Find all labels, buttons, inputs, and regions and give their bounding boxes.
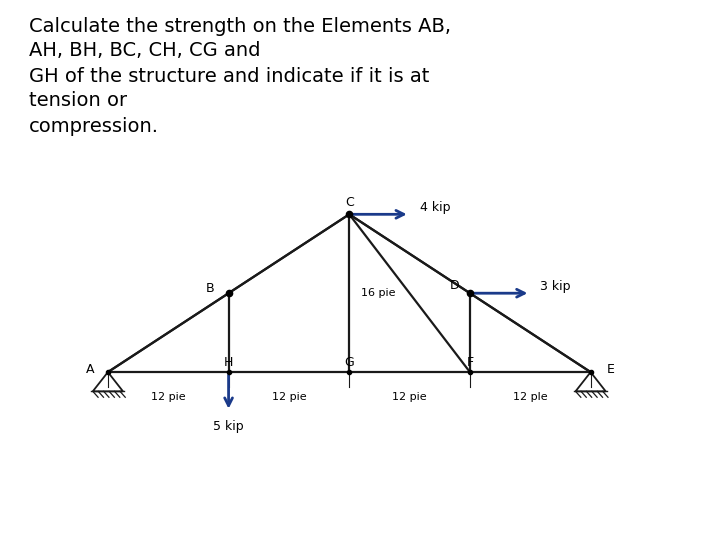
Text: 4 kip: 4 kip [420, 201, 450, 214]
Text: B: B [206, 282, 215, 295]
Text: 12 pie: 12 pie [392, 392, 427, 402]
Text: 12 pie: 12 pie [151, 392, 186, 402]
Text: Calculate the strength on the Elements AB,
AH, BH, BC, CH, CG and
GH of the stru: Calculate the strength on the Elements A… [29, 16, 451, 135]
Text: G: G [344, 356, 354, 369]
Text: 12 pie: 12 pie [271, 392, 306, 402]
Text: 3 kip: 3 kip [540, 280, 571, 293]
Text: D: D [450, 279, 459, 292]
Text: H: H [224, 356, 233, 369]
Text: C: C [345, 196, 354, 209]
Text: F: F [467, 356, 474, 369]
Text: E: E [607, 362, 615, 376]
Text: 16 pie: 16 pie [361, 288, 396, 298]
Text: A: A [86, 362, 94, 376]
Text: 12 ple: 12 ple [513, 392, 548, 402]
Text: 5 kip: 5 kip [214, 420, 244, 433]
